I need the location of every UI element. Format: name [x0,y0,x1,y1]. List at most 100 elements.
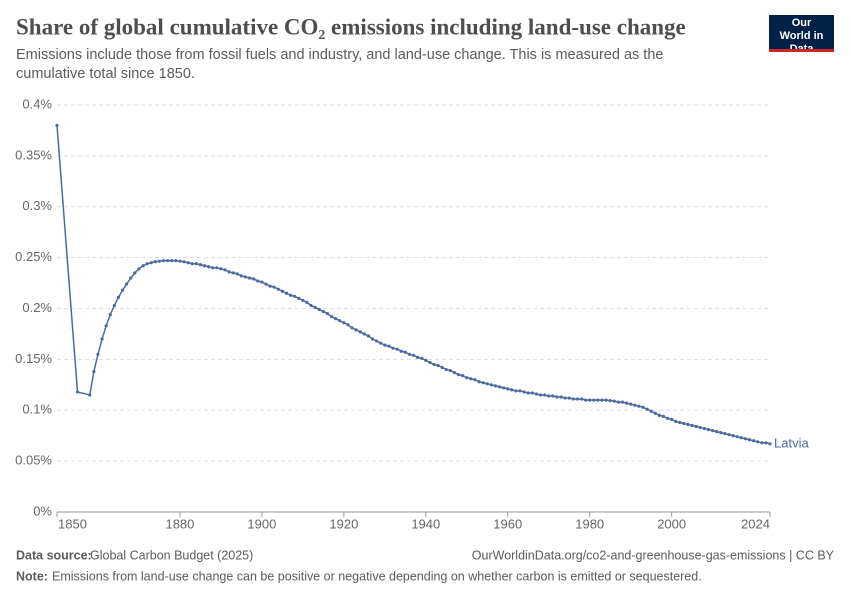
data-point [170,259,174,263]
data-point [727,433,731,437]
data-point [719,431,723,435]
data-point [522,390,526,394]
data-point [379,341,383,345]
data-point [473,378,477,382]
data-point [223,268,227,272]
subtitle-box: Emissions include those from fossil fuel… [16,47,664,82]
data-point [256,279,260,283]
logo-bar [769,49,834,52]
data-point [231,271,235,275]
data-point [698,425,702,430]
data-point [149,261,153,265]
data-point [215,266,219,270]
data-point [375,339,379,343]
data-point [227,270,231,274]
data-point [743,437,748,441]
data-point [571,397,575,401]
data-point [329,315,334,319]
data-point [461,374,465,378]
data-point [280,289,284,293]
data-point [301,298,305,302]
data-point [682,421,686,426]
data-point [153,260,157,264]
data-point [264,282,268,286]
data-point [584,398,588,402]
data-point [252,277,256,281]
x-tick-label: 2000 [657,516,686,531]
data-point [612,399,616,403]
data-point [715,430,719,434]
data-point [665,416,670,420]
logo-box[interactable] [769,15,834,52]
data-point [166,259,170,263]
data-point [653,411,657,415]
data-point [235,272,239,276]
data-point [723,432,727,436]
data-point [415,355,420,359]
data-point [551,394,555,398]
data-point [334,317,338,321]
source-url[interactable]: OurWorldinData.org/co2-and-greenhouse-ga… [472,548,835,562]
plot-area: 0% 0.05% 0.1% 0.15% 0.2% 0.25% 0.3% 0.35% 0.4% 18… [15,96,809,531]
data-point [768,442,772,446]
data-point [600,398,604,402]
data-point [657,413,661,417]
data-point [141,264,145,268]
data-point [190,262,194,266]
data-point [403,350,407,354]
x-tick-label: 1850 [58,516,87,531]
data-point [444,367,448,372]
data-point [686,422,690,427]
data-point [452,371,457,375]
data-point [75,390,80,394]
data-point [579,397,584,401]
data-point [637,404,641,408]
data-point [629,402,633,406]
data-point [432,362,436,367]
data-point [260,280,264,284]
chart-title: Share of global cumulative CO₂ emissions… [16,14,686,39]
data-point [284,291,289,295]
data-point [276,287,280,291]
data-point [305,300,309,304]
x-tick-label: 1980 [575,516,604,531]
data-point [358,330,362,334]
data-point [411,353,416,357]
source: Global Carbon Budget (2025) [90,548,253,562]
chart-subtitle: Emissions include those from fossil fuel… [16,47,664,82]
note-label: Note: [16,569,48,583]
y-tick-label: 0.4% [22,96,52,111]
data-point [297,296,301,300]
data-point [137,267,141,271]
data-point [342,321,346,325]
data-point [354,328,358,332]
y-tick-label: 0.1% [22,402,52,417]
data-point [608,398,612,403]
data-point [202,264,207,268]
data-point [247,276,252,280]
data-point [133,271,137,275]
data-point [178,259,182,263]
data-point [706,427,711,432]
data-point [747,438,752,442]
data-point [383,343,387,347]
data-point [604,398,608,402]
data-point [756,440,760,444]
data-point [481,381,485,385]
data-point [325,311,330,316]
data-point [366,334,371,338]
data-point [489,383,493,387]
data-point [268,284,272,288]
data-point [145,262,149,266]
data-point [469,377,473,381]
data-point [563,396,567,400]
data-point [493,384,498,388]
data-point [362,332,366,336]
data-point [502,386,506,390]
data-point [543,393,547,397]
data-point [690,423,694,428]
data-point [538,393,543,397]
data-point [575,397,580,401]
data-point [428,360,432,365]
